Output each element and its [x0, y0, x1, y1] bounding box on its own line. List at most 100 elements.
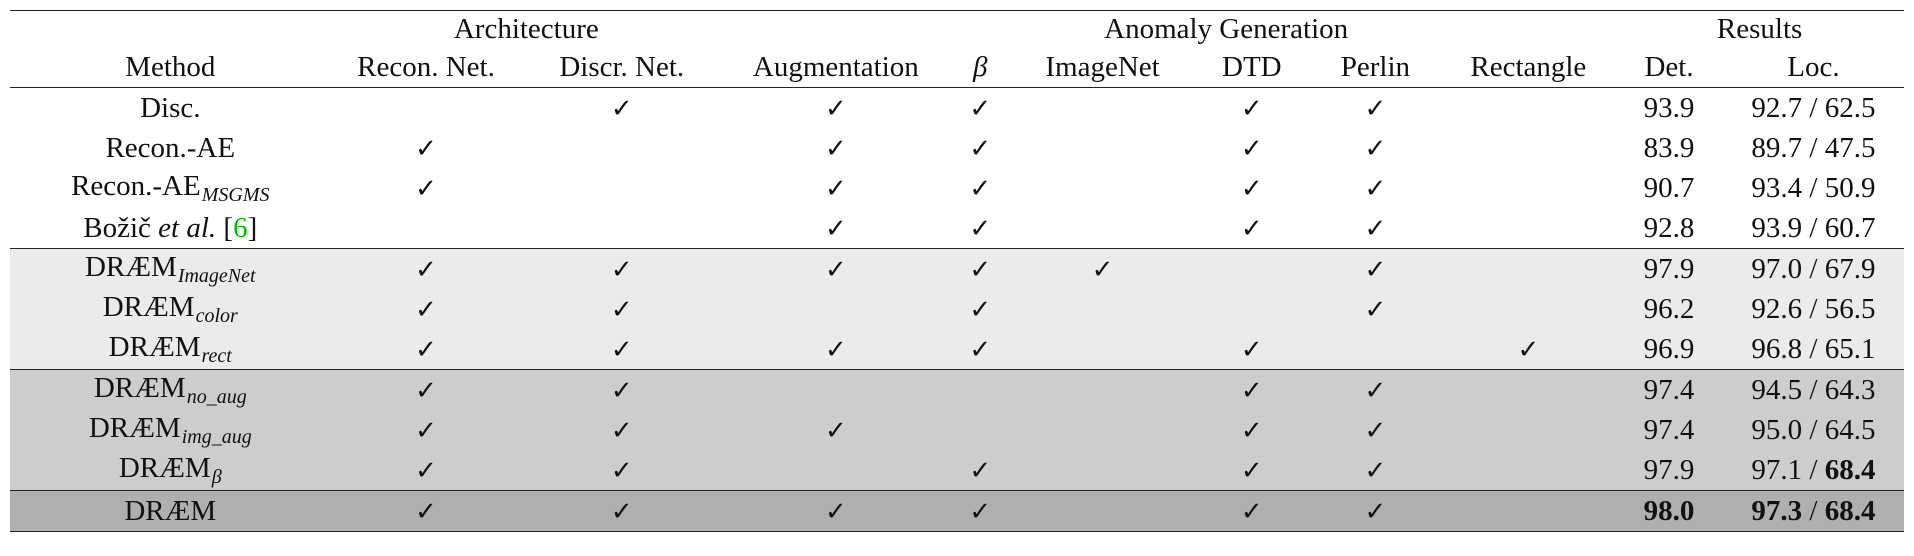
loc-cell: 89.7 / 47.5	[1751, 131, 1876, 164]
loc-ap-value: 64.3	[1824, 373, 1876, 406]
method-cell: DRÆM	[10, 490, 331, 532]
check-icon: ✓	[969, 334, 992, 365]
loc-ap-value: 65.1	[1824, 332, 1876, 365]
discr-cell: ✓	[521, 248, 723, 289]
check-icon: ✓	[969, 455, 992, 486]
check-icon: ✓	[1240, 496, 1263, 527]
loc-ap-value: 67.9	[1824, 252, 1876, 285]
det-cell: 97.4	[1615, 369, 1723, 410]
recon-cell: ✓	[330, 369, 522, 410]
method-cell: DRÆMrect	[10, 329, 331, 370]
table-row: Recon.-AEMSGMS ✓ ✓ ✓ ✓ ✓ 90.7 93.4 / 50.9	[10, 168, 1904, 208]
table-row: DRÆMrect ✓ ✓ ✓ ✓ ✓ ✓ 96.9 96.8 / 65.1	[10, 329, 1904, 370]
loc-cell: 97.0 / 67.9	[1722, 248, 1904, 289]
perlin-cell	[1309, 329, 1442, 370]
loc-ap-value: 47.5	[1824, 131, 1876, 164]
loc-auroc-value: 89.7	[1751, 131, 1803, 164]
check-icon: ✓	[610, 254, 633, 285]
loc-ap-value: 60.7	[1824, 211, 1876, 244]
det-value: 93.9	[1643, 91, 1695, 124]
table-row: DRÆMimg_aug ✓ ✓ ✓ ✓ ✓ 97.4 95.0 / 64.5	[10, 410, 1904, 450]
method-cell: DRÆMimg_aug	[10, 410, 331, 450]
loc-cell: 93.9 / 60.7	[1751, 211, 1876, 244]
aug-cell: ✓	[722, 329, 950, 370]
det-value: 96.2	[1643, 292, 1695, 325]
imagenet-cell: ✓	[1010, 248, 1195, 289]
dtd-cell: ✓	[1194, 369, 1310, 410]
det-value: 97.4	[1643, 413, 1695, 446]
table-row: DRÆMcolor ✓ ✓ ✓ ✓ 96.2 92.6 / 56.5	[10, 289, 1904, 329]
col-imagenet: ImageNet	[1045, 50, 1160, 83]
check-icon: ✓	[969, 254, 992, 285]
discr-cell	[521, 208, 722, 249]
rect-cell	[1441, 128, 1615, 168]
rect-cell	[1441, 490, 1616, 532]
aug-cell: ✓	[722, 208, 950, 249]
imagenet-cell	[1010, 329, 1195, 370]
dtd-cell: ✓	[1194, 208, 1309, 249]
method-cell: DRÆMno_aug	[10, 369, 331, 410]
method-name: DRÆM	[93, 371, 186, 404]
imagenet-cell	[1011, 88, 1195, 129]
group-results: Results	[1615, 10, 1904, 47]
perlin-cell: ✓	[1309, 490, 1442, 532]
det-cell: 97.4	[1615, 410, 1723, 450]
group-architecture: Architecture	[330, 10, 723, 47]
imagenet-cell	[1011, 168, 1195, 208]
method-cell: DRÆMcolor	[10, 289, 331, 329]
check-icon: ✓	[1364, 294, 1387, 325]
method-subscript: no_aug	[186, 385, 247, 408]
loc-auroc-value: 97.1	[1751, 453, 1803, 486]
det-value: 97.4	[1643, 373, 1695, 406]
discr-cell	[521, 128, 722, 168]
aug-cell: ✓	[722, 128, 950, 168]
dtd-cell: ✓	[1194, 88, 1309, 129]
column-header-row: Method Recon. Net. Discr. Net. Augmentat…	[10, 47, 1904, 88]
check-icon: ✓	[824, 334, 847, 365]
ablation-table-container: Architecture Anomaly Generation Results …	[10, 10, 1904, 532]
recon-cell: ✓	[331, 128, 522, 168]
table-row: DRÆMImageNet ✓ ✓ ✓ ✓ ✓ ✓ 97.9 97.0 / 67.9	[10, 248, 1904, 289]
check-icon: ✓	[1240, 375, 1263, 406]
beta-cell: ✓	[949, 289, 1011, 329]
col-beta: β	[972, 50, 988, 83]
rect-cell	[1441, 369, 1616, 410]
det-cell: 98.0	[1615, 490, 1723, 532]
imagenet-cell	[1010, 490, 1195, 532]
check-icon: ✓	[610, 294, 633, 325]
method-name: DRÆM	[124, 494, 217, 527]
check-icon: ✓	[415, 375, 437, 406]
method-subscript: img_aug	[181, 425, 252, 448]
perlin-cell: ✓	[1309, 289, 1442, 329]
check-icon: ✓	[1364, 213, 1387, 244]
method-name: Disc.	[140, 91, 201, 124]
method-cell: Disc.	[10, 88, 331, 129]
loc-ap-value: 62.5	[1824, 91, 1876, 124]
method-cell: Recon.-AE	[10, 128, 331, 168]
aug-cell: ✓	[722, 88, 950, 129]
loc-auroc-value: 92.7	[1751, 91, 1803, 124]
method-name: DRÆM	[102, 290, 195, 323]
check-icon: ✓	[1364, 415, 1387, 446]
check-icon: ✓	[415, 173, 437, 204]
recon-cell: ✓	[330, 450, 522, 491]
col-rectangle: Rectangle	[1470, 50, 1587, 83]
beta-cell: ✓	[950, 88, 1011, 129]
loc-auroc-value: 97.3	[1751, 494, 1803, 527]
check-icon: ✓	[1240, 334, 1263, 365]
method-name: DRÆM	[84, 250, 177, 283]
recon-cell: ✓	[330, 329, 522, 370]
recon-cell	[331, 88, 522, 129]
check-icon: ✓	[1364, 173, 1387, 204]
dtd-cell: ✓	[1194, 128, 1309, 168]
imagenet-cell	[1010, 450, 1195, 491]
loc-cell: 93.4 / 50.9	[1751, 171, 1876, 204]
col-recon-net: Recon. Net.	[357, 50, 495, 83]
col-det: Det.	[1644, 50, 1694, 83]
rect-cell	[1441, 88, 1615, 129]
check-icon: ✓	[415, 294, 437, 325]
check-icon: ✓	[969, 93, 992, 124]
table-body: Disc. ✓ ✓ ✓ ✓ ✓ 93.9 92.7 / 62.5 Recon.-AE ✓ ✓ ✓ ✓ ✓ 8…	[10, 87, 1904, 532]
loc-cell: 94.5 / 64.3	[1722, 369, 1904, 410]
beta-cell: ✓	[949, 329, 1011, 370]
